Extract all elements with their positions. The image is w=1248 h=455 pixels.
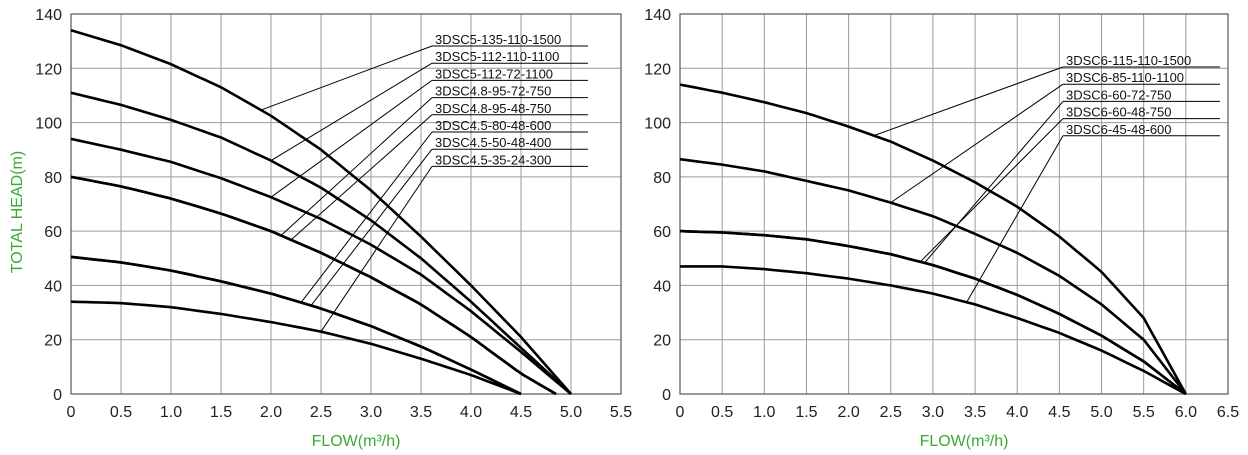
y-tick-label: 140 bbox=[35, 7, 62, 24]
legend-leader-line bbox=[320, 166, 433, 332]
legend-leader-line bbox=[280, 97, 433, 236]
plot-frame bbox=[679, 13, 1229, 395]
x-tick-label: 4.5 bbox=[1048, 404, 1070, 421]
x-tick-label: 5.0 bbox=[1090, 404, 1112, 421]
series-curve-3DSC6-85-110-1100 bbox=[679, 157, 1187, 395]
legend-leader-line bbox=[966, 135, 1064, 303]
legend-label: 3DSC5-112-72-1100 bbox=[435, 66, 553, 81]
y-tick-label: 40 bbox=[44, 278, 62, 295]
x-tick-label: 3.0 bbox=[922, 404, 944, 421]
y-tick-label: 60 bbox=[653, 224, 671, 241]
legend-leader-line bbox=[300, 131, 433, 303]
x-tick-label: 4.0 bbox=[460, 404, 482, 421]
legend-label: 3DSC6-60-72-750 bbox=[1066, 87, 1172, 102]
right-chart: 0 0.5 1.0 1.5 2.0 2.5 3.0 3.5 4.0 4.5 5.0 5.5 6.0 6.5… bbox=[644, 7, 1239, 450]
x-tick-label: 4.0 bbox=[1006, 404, 1028, 421]
plot-frame bbox=[70, 13, 622, 395]
x-tick-label: 0.5 bbox=[711, 404, 733, 421]
x-tick-label: 6.0 bbox=[1175, 404, 1197, 421]
x-tick-label: 3.0 bbox=[360, 404, 382, 421]
legend-leader-line bbox=[873, 66, 1064, 137]
legend-leader-line bbox=[290, 114, 433, 241]
y-tick-label: 40 bbox=[653, 278, 671, 295]
series-curve-3DSC5-112-110-1100 bbox=[70, 91, 572, 395]
legend-leader-line bbox=[310, 148, 433, 306]
legend-label: 3DSC4.8-95-72-750 bbox=[435, 84, 551, 99]
legend-leader-line bbox=[270, 79, 433, 198]
legend-label: 3DSC6-45-48-600 bbox=[1066, 122, 1172, 137]
x-tick-label: 2.5 bbox=[880, 404, 902, 421]
y-tick-label: 120 bbox=[644, 61, 671, 78]
x-tick-label: 6.5 bbox=[1217, 404, 1239, 421]
series-curve-3DSC6-60-48-750 bbox=[679, 229, 1187, 396]
y-tick-label: 0 bbox=[662, 387, 671, 404]
legend-label: 3DSC6-60-48-750 bbox=[1066, 105, 1172, 120]
legend-label: 3DSC4.5-80-48-600 bbox=[435, 118, 551, 133]
x-tick-label: 5.0 bbox=[560, 404, 582, 421]
y-tick-label: 20 bbox=[44, 333, 62, 350]
y-axis-title: TOTAL HEAD(m) bbox=[9, 151, 26, 273]
x-tick-label: 5.5 bbox=[610, 404, 632, 421]
legend-label: 3DSC6-115-110-1500 bbox=[1066, 53, 1191, 68]
y-tick-label: 20 bbox=[653, 333, 671, 350]
y-tick-label: 100 bbox=[35, 116, 62, 133]
x-tick-label: 1.0 bbox=[160, 404, 182, 421]
x-tick-label: 2.0 bbox=[260, 404, 282, 421]
y-tick-label: 80 bbox=[653, 170, 671, 187]
x-tick-label: 0 bbox=[67, 404, 76, 421]
y-tick-label: 120 bbox=[35, 61, 62, 78]
legend-leader-line bbox=[260, 45, 433, 111]
series-curve-3DSC4.8-95-48-750 bbox=[70, 175, 557, 396]
series-curve-3DSC5-112-72-1100 bbox=[70, 137, 572, 395]
legend-label: 3DSC4.5-35-24-300 bbox=[435, 152, 551, 167]
series-curve-3DSC6-45-48-600 bbox=[680, 265, 1187, 396]
series-curve-3DSC4.5-35-24-300 bbox=[70, 300, 522, 396]
y-tick-label: 60 bbox=[44, 224, 62, 241]
x-tick-label: 2.0 bbox=[837, 404, 859, 421]
x-tick-label: 0 bbox=[676, 404, 685, 421]
legend-label: 3DSC4.8-95-48-750 bbox=[435, 101, 551, 116]
legend-leader-line bbox=[890, 83, 1064, 204]
x-tick-label: 4.5 bbox=[510, 404, 532, 421]
x-tick-label: 3.5 bbox=[410, 404, 432, 421]
legend-label: 3DSC5-112-110-1100 bbox=[435, 49, 559, 64]
x-tick-label: 1.5 bbox=[795, 404, 817, 421]
legend-leader-line bbox=[270, 62, 433, 161]
x-axis-title: FLOW(m³/h) bbox=[920, 433, 1009, 450]
y-tick-label: 140 bbox=[644, 7, 671, 24]
x-axis-title: FLOW(m³/h) bbox=[312, 433, 401, 450]
x-tick-label: 0.5 bbox=[110, 404, 132, 421]
y-tick-label: 0 bbox=[53, 387, 62, 404]
legend-label: 3DSC4.5-50-48-400 bbox=[435, 135, 551, 150]
legend-label: 3DSC5-135-110-1500 bbox=[435, 32, 561, 47]
left-chart: 0 0.5 1.0 1.5 2.0 2.5 3.0 3.5 4.0 4.5 5.0 5.5 0 20 40 6… bbox=[9, 7, 632, 450]
series-curve-3DSC5-135-110-1500 bbox=[70, 29, 572, 395]
legend-leader-line bbox=[924, 101, 1064, 264]
y-tick-label: 80 bbox=[44, 170, 62, 187]
y-tick-label: 100 bbox=[644, 116, 671, 133]
x-tick-label: 3.5 bbox=[964, 404, 986, 421]
legend-label: 3DSC6-85-110-1100 bbox=[1066, 70, 1184, 85]
x-tick-label: 1.0 bbox=[753, 404, 775, 421]
legend-leader-line bbox=[919, 118, 1064, 263]
series-curve-3DSC6-115-110-1500 bbox=[679, 83, 1187, 395]
series-curve-3DSC4.5-50-48-400 bbox=[70, 255, 522, 396]
x-tick-label: 5.5 bbox=[1133, 404, 1155, 421]
x-tick-label: 1.5 bbox=[210, 404, 232, 421]
x-tick-label: 2.5 bbox=[310, 404, 332, 421]
